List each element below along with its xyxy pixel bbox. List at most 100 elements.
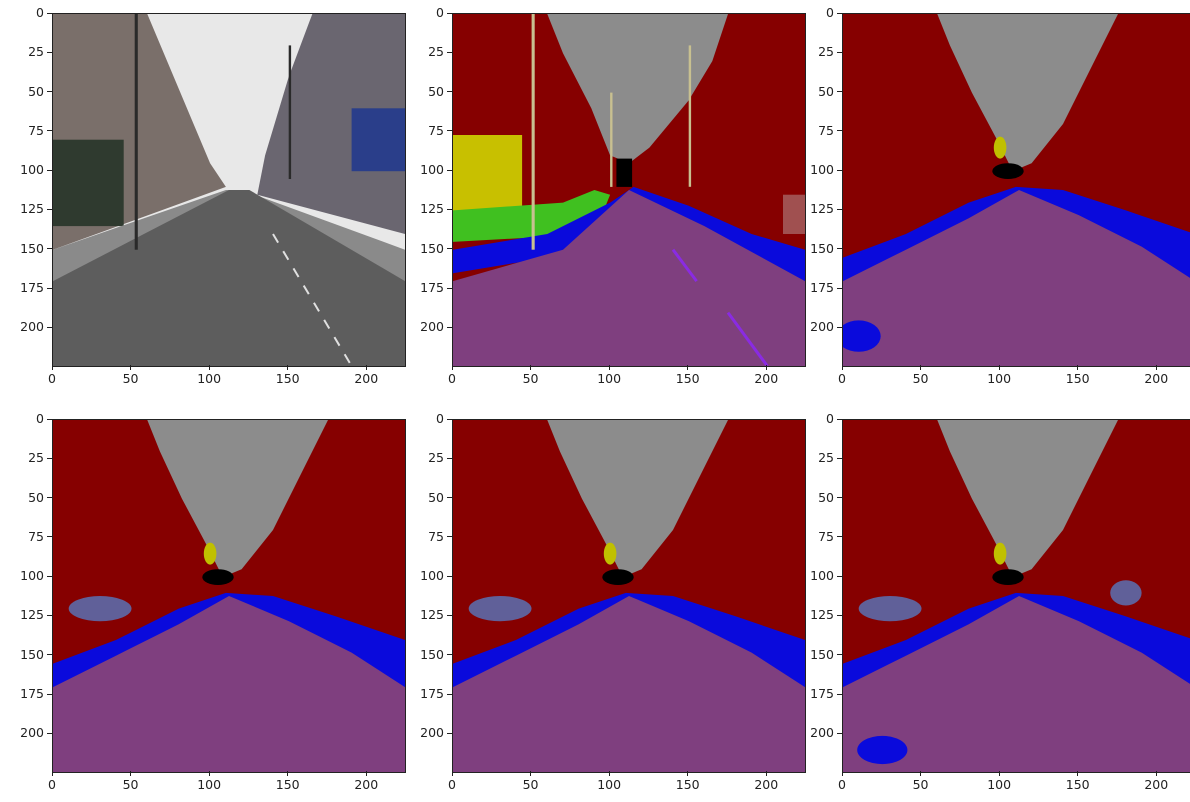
y-tick-mark xyxy=(447,169,452,171)
y-tick-label: 100 xyxy=(420,162,444,178)
x-tick-mark xyxy=(608,365,610,370)
x-tick-mark xyxy=(687,771,689,776)
x-tick-label: 50 xyxy=(522,371,539,386)
y-tick-mark xyxy=(837,287,842,289)
y-tick-label: 150 xyxy=(20,240,44,256)
y-tick-label: 25 xyxy=(28,44,44,60)
y-tick-mark xyxy=(47,287,52,289)
x-tick-label: 100 xyxy=(197,371,222,386)
y-tick-label: 125 xyxy=(420,201,444,217)
y-tick-mark xyxy=(837,169,842,171)
panel-image xyxy=(453,420,805,772)
y-tick-label: 200 xyxy=(20,725,44,741)
y-tick-label: 200 xyxy=(810,319,834,335)
y-tick-mark xyxy=(447,693,452,695)
x-tick-mark xyxy=(365,365,367,370)
x-tick-mark xyxy=(451,771,453,776)
x-tick-label: 0 xyxy=(838,777,846,792)
y-tick-label: 100 xyxy=(20,568,44,584)
y-tick-label: 150 xyxy=(20,646,44,662)
y-tick-mark xyxy=(47,497,52,499)
x-tick-mark xyxy=(765,365,767,370)
y-tick-mark xyxy=(837,732,842,734)
y-tick-label: 75 xyxy=(818,122,834,138)
y-tick-label: 100 xyxy=(420,568,444,584)
plot-area xyxy=(842,419,1190,773)
y-tick-mark xyxy=(837,12,842,14)
y-tick-mark xyxy=(447,208,452,210)
x-tick-label: 100 xyxy=(597,371,622,386)
y-tick-label: 200 xyxy=(420,725,444,741)
panel-input-photo: 0 25 50 75 100 125 150 175 200 0 50 100 150 200 xyxy=(20,5,406,386)
y-tick-mark xyxy=(837,693,842,695)
y-tick-mark xyxy=(47,575,52,577)
y-tick-label: 150 xyxy=(420,646,444,662)
y-tick-label: 175 xyxy=(20,686,44,701)
x-tick-label: 200 xyxy=(1144,777,1169,792)
y-tick-mark xyxy=(837,51,842,53)
y-tick-label: 75 xyxy=(818,528,834,544)
y-tick-mark xyxy=(837,457,842,459)
y-tick-mark xyxy=(47,169,52,171)
y-tick-label: 175 xyxy=(810,686,834,701)
y-tick-mark xyxy=(837,536,842,538)
y-tick-label: 150 xyxy=(810,646,834,662)
x-tick-label: 100 xyxy=(197,777,222,792)
x-tick-mark xyxy=(765,771,767,776)
y-tick-mark xyxy=(447,12,452,14)
y-tick-label: 125 xyxy=(810,607,834,623)
y-tick-mark xyxy=(447,287,452,289)
panel-prediction-4: 0 25 50 75 100 125 150 175 200 0 50 100 150 200 xyxy=(810,411,1190,792)
y-tick-label: 175 xyxy=(20,280,44,295)
y-tick-label: 0 xyxy=(436,411,444,426)
y-tick-mark xyxy=(837,326,842,328)
y-tick-label: 175 xyxy=(420,280,444,295)
y-tick-mark xyxy=(447,536,452,538)
panel-prediction-2: 0 25 50 75 100 125 150 175 200 0 50 100 150 200 xyxy=(20,411,406,792)
y-tick-label: 150 xyxy=(810,240,834,256)
y-tick-label: 25 xyxy=(818,450,834,466)
y-tick-label: 50 xyxy=(818,489,834,505)
x-tick-mark xyxy=(1155,771,1157,776)
y-tick-mark xyxy=(837,614,842,616)
y-tick-mark xyxy=(47,536,52,538)
x-tick-mark xyxy=(1077,771,1079,776)
y-tick-mark xyxy=(47,457,52,459)
y-tick-mark xyxy=(837,497,842,499)
plot-area xyxy=(452,13,806,367)
y-tick-label: 75 xyxy=(428,528,444,544)
x-tick-mark xyxy=(920,771,922,776)
x-tick-label: 150 xyxy=(675,371,700,386)
x-tick-label: 100 xyxy=(987,777,1012,792)
y-tick-mark xyxy=(447,457,452,459)
x-tick-label: 0 xyxy=(48,777,56,792)
x-tick-mark xyxy=(208,771,210,776)
panel-image xyxy=(53,420,405,772)
y-tick-label: 25 xyxy=(28,450,44,466)
y-tick-mark xyxy=(47,732,52,734)
x-tick-label: 50 xyxy=(912,777,929,792)
x-tick-mark xyxy=(1077,365,1079,370)
y-tick-mark xyxy=(47,693,52,695)
y-tick-mark xyxy=(447,497,452,499)
x-tick-label: 200 xyxy=(754,777,779,792)
x-tick-mark xyxy=(451,365,453,370)
x-tick-label: 50 xyxy=(122,371,139,386)
x-tick-mark xyxy=(287,365,289,370)
x-tick-label: 100 xyxy=(987,371,1012,386)
y-tick-mark xyxy=(837,654,842,656)
y-tick-mark xyxy=(447,248,452,250)
y-tick-label: 125 xyxy=(20,607,44,623)
panel-ground-truth: 0 25 50 75 100 125 150 175 200 0 50 100 150 200 xyxy=(420,5,806,386)
plot-area xyxy=(52,13,406,367)
panel-image xyxy=(53,14,405,366)
y-tick-mark xyxy=(447,732,452,734)
y-tick-mark xyxy=(447,326,452,328)
y-tick-label: 50 xyxy=(428,489,444,505)
x-tick-label: 150 xyxy=(275,777,300,792)
y-tick-label: 150 xyxy=(420,240,444,256)
x-tick-mark xyxy=(998,771,1000,776)
y-tick-label: 0 xyxy=(36,5,44,20)
y-tick-label: 75 xyxy=(428,122,444,138)
y-tick-label: 0 xyxy=(36,411,44,426)
